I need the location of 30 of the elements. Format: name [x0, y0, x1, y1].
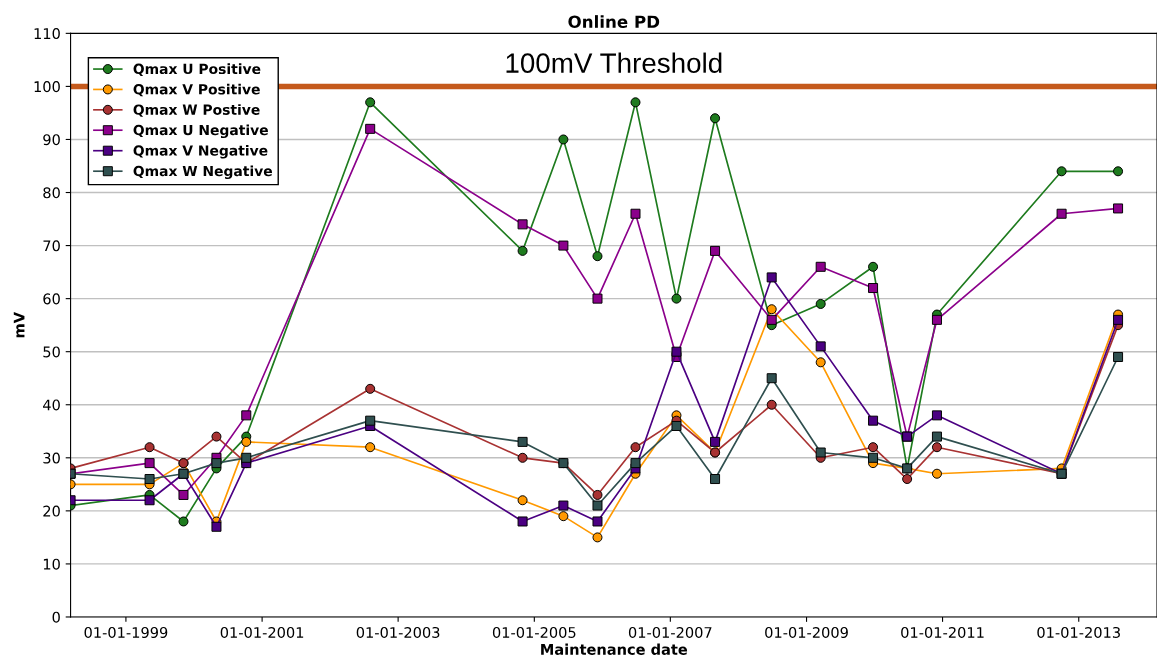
legend-label: Qmax V Positive [133, 83, 260, 97]
y-tick-label: 100 [34, 81, 60, 93]
legend-label: Qmax V Negative [133, 145, 268, 159]
x-tick-label: 01-01-2005 [492, 626, 576, 638]
y-tick-label: 40 [43, 399, 60, 411]
legend-label: Qmax U Negative [133, 124, 268, 139]
y-tick-label: 20 [43, 505, 60, 517]
x-tick-label: 01-01-2007 [628, 626, 712, 638]
y-axis-title: mV [13, 311, 25, 338]
x-tick-label: 01-01-2001 [220, 626, 304, 638]
chart-title: Online PD [568, 15, 660, 29]
x-tick-label: 01-01-2011 [901, 626, 984, 638]
legend-label: Qmax W Negative [133, 165, 272, 180]
y-tick-label: 110 [34, 28, 60, 40]
legend-label: Qmax W Postive [133, 104, 260, 117]
y-tick-label: 60 [43, 293, 60, 305]
x-tick-label: 01-01-2013 [1037, 626, 1120, 638]
y-tick-label: 0 [52, 611, 60, 623]
x-tick-label: 01-01-1999 [84, 626, 168, 638]
y-tick-label: 80 [43, 187, 60, 199]
x-tick-label: 01-01-2009 [765, 626, 848, 638]
y-tick-label: 90 [43, 134, 60, 146]
legend-label: Qmax U Positive [133, 63, 261, 76]
ref-line-label: 100mV Threshold [506, 52, 722, 73]
y-tick-label: 50 [43, 346, 60, 358]
x-tick-label: 01-01-2003 [356, 626, 440, 638]
y-tick-label: 10 [43, 558, 60, 570]
y-tick-label: 30 [43, 452, 60, 464]
x-axis-title: Maintenance date [541, 643, 688, 655]
y-tick-label: 70 [43, 240, 60, 252]
